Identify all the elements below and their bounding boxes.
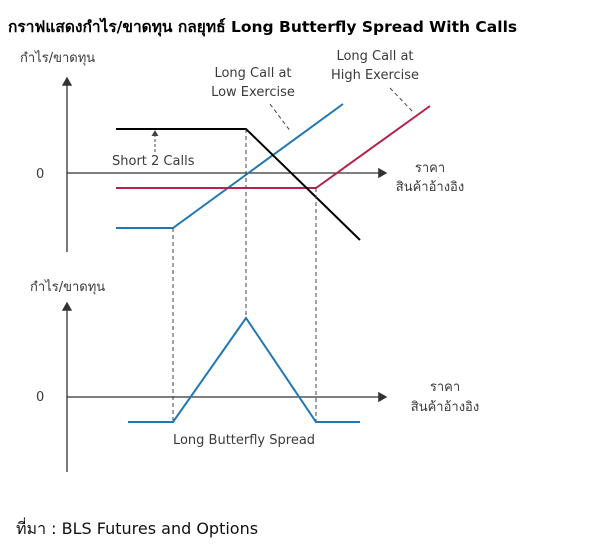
top-x-axis-label-line1: ราคา [415, 161, 445, 176]
page-title: กราฟแสดงกำไร/ขาดทุน กลยุทธ์ Long Butterf… [8, 18, 518, 36]
annotation-high-line1: Long Call at [336, 49, 413, 64]
annotation-low-line2: Low Exercise [211, 85, 295, 100]
annotation-high-line2: High Exercise [331, 68, 419, 83]
bottom-chart: กำไร/ขาดทุน 0 ราคา สินค้าอ้างอิง Long Bu… [30, 279, 479, 472]
source-caption: ที่มา : BLS Futures and Options [16, 519, 259, 538]
bottom-x-axis-label-line2: สินค้าอ้างอิง [411, 400, 480, 415]
annotation-short: Short 2 Calls [112, 154, 195, 169]
top-zero-label: 0 [36, 167, 44, 182]
long-call-high-line [116, 105, 431, 189]
annotation-high-pointer [389, 87, 414, 113]
butterfly-annotation: Long Butterfly Spread [173, 433, 315, 448]
strike-guides [172, 129, 317, 422]
short-calls-line [116, 128, 361, 241]
annotation-low-line1: Long Call at [214, 66, 291, 81]
butterfly-payoff-line [128, 316, 360, 423]
annotation-low-pointer [269, 103, 292, 133]
top-x-axis-label-line2: สินค้าอ้างอิง [396, 180, 465, 195]
top-chart: กำไร/ขาดทุน 0 ราคา สินค้าอ้างอิง Long Ca… [20, 49, 464, 252]
bottom-y-axis-label: กำไร/ขาดทุน [30, 279, 105, 295]
top-y-axis-label: กำไร/ขาดทุน [20, 50, 95, 66]
bottom-x-axis-label-line1: ราคา [430, 380, 460, 395]
bottom-zero-label: 0 [36, 390, 44, 405]
